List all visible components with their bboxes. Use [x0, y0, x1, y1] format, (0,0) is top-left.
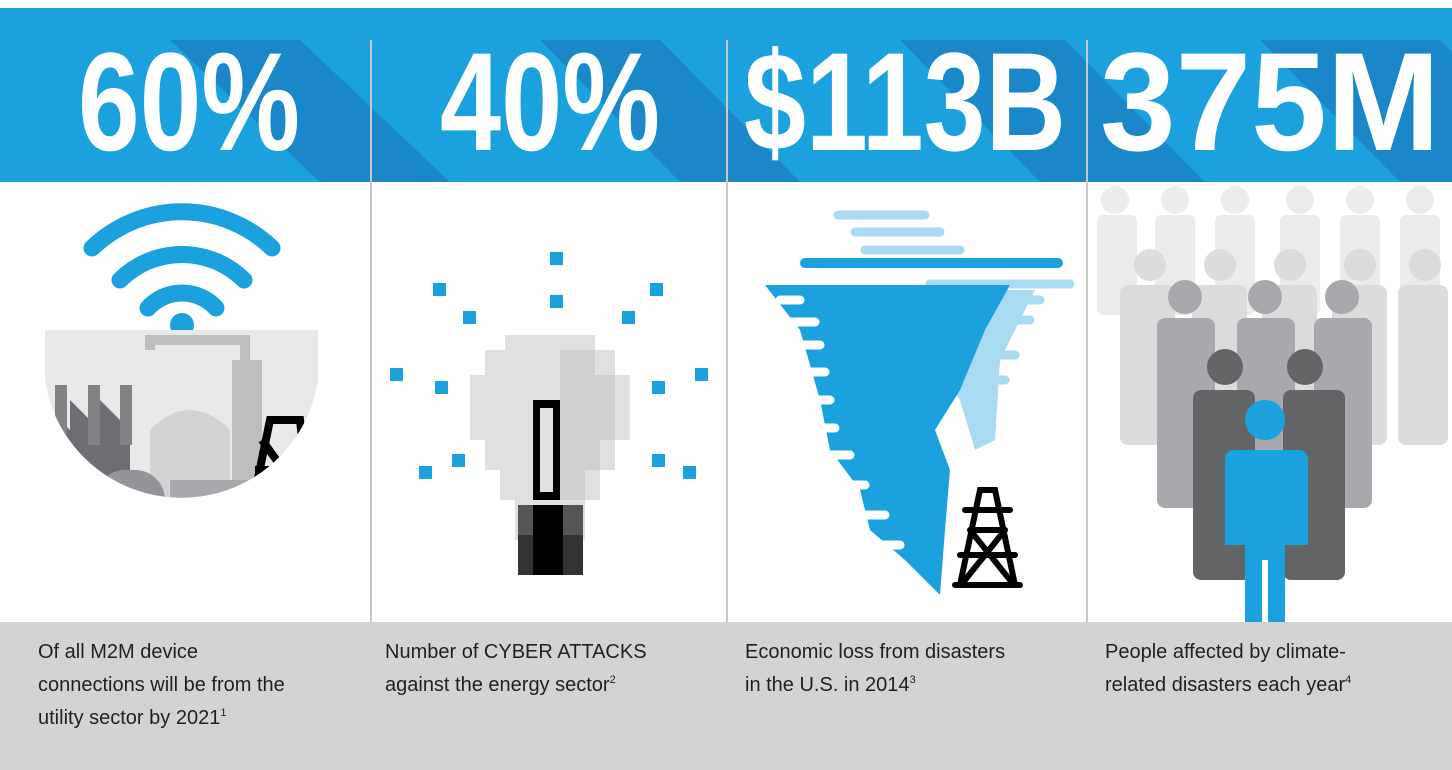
description-line: in the U.S. in 20143: [745, 674, 916, 696]
description-text: Of all M2M device: [38, 641, 198, 663]
footnote-marker: 1: [220, 707, 226, 719]
description-text: in the U.S. in 2014: [745, 674, 910, 696]
description-line: Economic loss from disasters: [745, 641, 1005, 663]
description-line: Number of CYBER ATTACKS: [385, 641, 647, 663]
infographic: 60% Of all M2M device connections will be …: [0, 0, 1452, 770]
description-line: utility sector by 20211: [38, 707, 226, 729]
footnote-marker: 2: [610, 674, 616, 686]
bulb-icon: [390, 252, 708, 575]
stat-value: 375M: [1100, 23, 1440, 180]
canvas: 60% Of all M2M device connections will be …: [0, 0, 1452, 770]
footnote-marker: 4: [1345, 674, 1351, 686]
footnote-marker: 3: [910, 674, 916, 686]
tornado-icon: [765, 215, 1070, 595]
description-text: connections will be from the: [38, 674, 285, 696]
description-line: against the energy sector2: [385, 674, 616, 696]
description-text: against the energy sector: [385, 674, 610, 696]
wifi-city-icon: [40, 212, 330, 590]
stat-value: 40%: [440, 23, 660, 180]
description-line: connections will be from the: [38, 674, 285, 696]
people-icon: [1097, 186, 1448, 622]
stat-value: $113B: [744, 23, 1066, 180]
description-line: People affected by climate-: [1105, 641, 1346, 663]
description-text: Number of CYBER ATTACKS: [385, 641, 647, 663]
description-line: Of all M2M device: [38, 641, 198, 663]
description-text: utility sector by 2021: [38, 707, 220, 729]
description-text: related disasters each year: [1105, 674, 1345, 696]
description-line: related disasters each year4: [1105, 674, 1351, 696]
description-text: People affected by climate-: [1105, 641, 1346, 663]
description-text: Economic loss from disasters: [745, 641, 1005, 663]
stat-value: 60%: [78, 23, 300, 180]
